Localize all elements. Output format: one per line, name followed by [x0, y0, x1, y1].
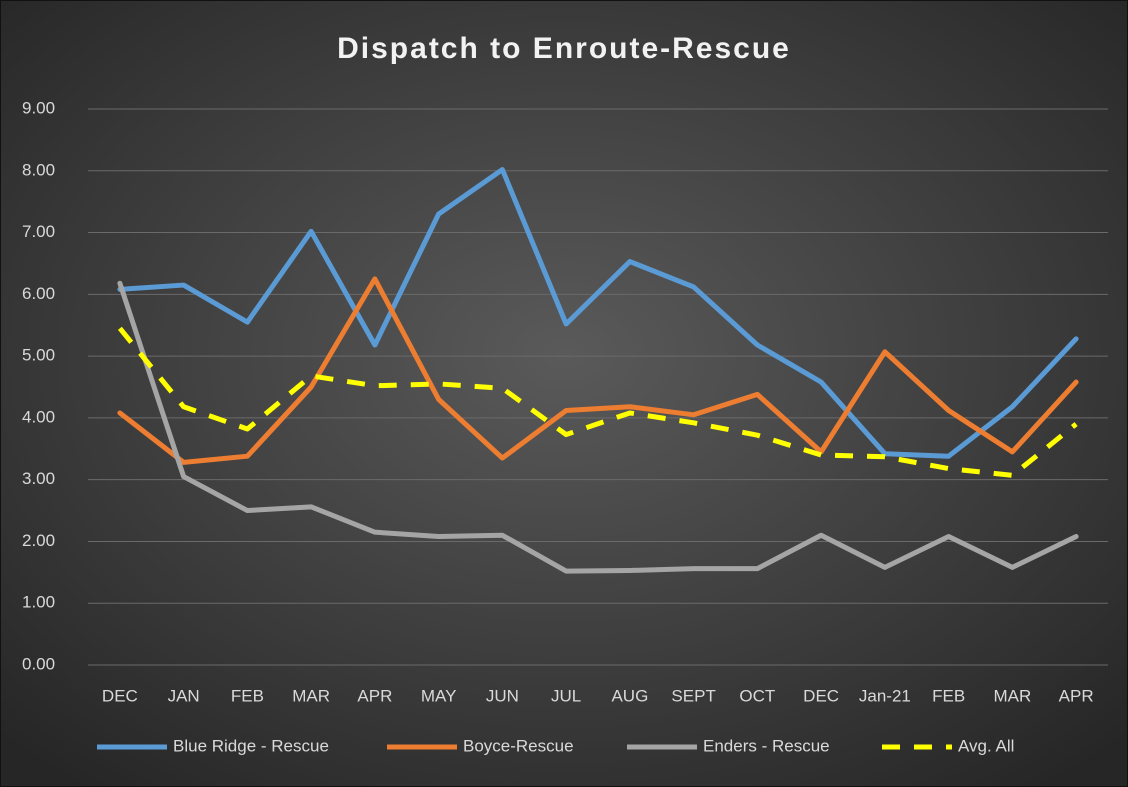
- legend-label: Blue Ridge - Rescue: [173, 736, 329, 755]
- x-tick-label: FEB: [231, 686, 264, 705]
- legend-label: Enders - Rescue: [703, 736, 830, 755]
- x-tick-label: MAR: [292, 686, 330, 705]
- y-tick-label: 9.00: [22, 98, 55, 117]
- y-tick-label: 5.00: [22, 346, 55, 365]
- y-tick-label: 4.00: [22, 407, 55, 426]
- x-tick-label: JUN: [486, 686, 519, 705]
- x-tick-label: JUL: [551, 686, 581, 705]
- y-tick-label: 8.00: [22, 160, 55, 179]
- y-tick-label: 6.00: [22, 284, 55, 303]
- x-tick-label: AUG: [611, 686, 648, 705]
- series-line: [117, 167, 1079, 459]
- x-tick-label: APR: [357, 686, 392, 705]
- series-line: [117, 280, 1079, 574]
- x-tick-label: OCT: [739, 686, 775, 705]
- x-tick-label: Jan-21: [859, 686, 911, 705]
- x-tick-label: FEB: [932, 686, 965, 705]
- y-tick-label: 2.00: [22, 531, 55, 550]
- y-tick-label: 1.00: [22, 593, 55, 612]
- series-line: [117, 326, 1078, 478]
- y-tick-label: 0.00: [22, 654, 55, 673]
- y-tick-label: 3.00: [22, 469, 55, 488]
- y-tick-label: 7.00: [22, 222, 55, 241]
- x-tick-label: SEPT: [671, 686, 715, 705]
- x-tick-label: MAR: [993, 686, 1031, 705]
- x-tick-label: MAY: [421, 686, 457, 705]
- chart-title: Dispatch to Enroute-Rescue: [337, 32, 791, 65]
- x-tick-label: DEC: [102, 686, 138, 705]
- x-tick-label: APR: [1059, 686, 1094, 705]
- series-line: [117, 276, 1079, 465]
- x-tick-label: DEC: [803, 686, 839, 705]
- legend-label: Avg. All: [958, 736, 1014, 755]
- legend-label: Boyce-Rescue: [463, 736, 574, 755]
- x-tick-label: JAN: [168, 686, 200, 705]
